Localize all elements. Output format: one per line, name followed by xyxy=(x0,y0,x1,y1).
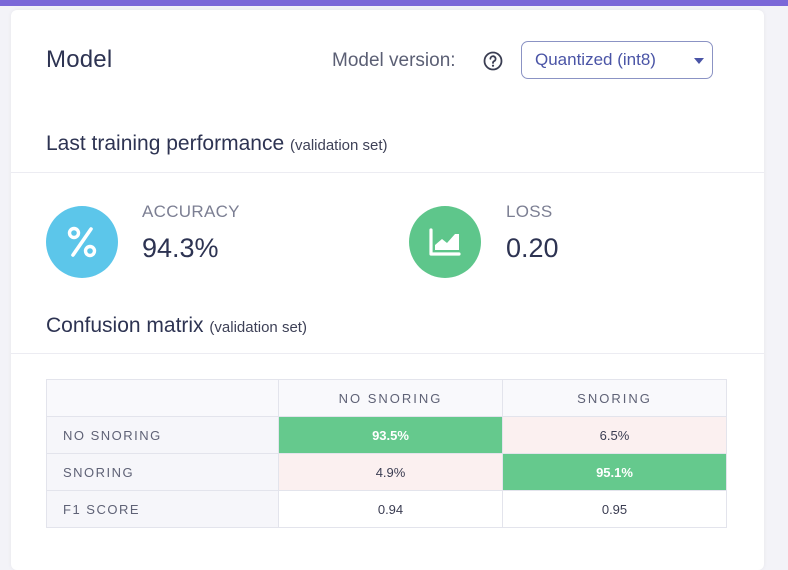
confusion-matrix-table: NO SNORING SNORING NO SNORING 93.5% 6.5%… xyxy=(45,379,727,528)
model-version-value: Quantized (int8) xyxy=(535,50,656,69)
matrix-cell: 95.1% xyxy=(502,453,727,491)
matrix-cell: 4.9% xyxy=(278,453,503,491)
f1-score-cell: 0.94 xyxy=(278,490,503,528)
divider xyxy=(11,172,764,173)
confusion-subtitle: (validation set) xyxy=(209,319,307,336)
confusion-title-text: Confusion matrix xyxy=(46,314,204,337)
chart-trend-icon xyxy=(429,228,461,256)
f1-score-cell: 0.95 xyxy=(502,490,727,528)
table-row: F1 SCORE 0.94 0.95 xyxy=(45,490,727,528)
model-card: Model Model version: Quantized (int8) La… xyxy=(11,10,764,570)
performance-section-title: Last training performance (validation se… xyxy=(46,132,388,156)
matrix-cell: 93.5% xyxy=(278,416,503,454)
table-header-row: NO SNORING SNORING xyxy=(45,379,727,417)
column-header: SNORING xyxy=(502,379,727,417)
performance-subtitle: (validation set) xyxy=(289,137,388,154)
top-accent-bar xyxy=(0,0,788,6)
accuracy-badge xyxy=(46,206,118,278)
row-header: F1 SCORE xyxy=(45,490,280,528)
matrix-cell: 6.5% xyxy=(502,416,727,454)
table-row: NO SNORING 93.5% 6.5% xyxy=(45,416,727,454)
accuracy-value: 94.3% xyxy=(142,233,219,263)
divider xyxy=(11,353,764,354)
table-corner-cell xyxy=(45,379,280,417)
performance-title-text: Last training performance xyxy=(46,132,285,155)
percent-icon xyxy=(67,226,97,258)
row-header: SNORING xyxy=(45,453,280,491)
column-header: NO SNORING xyxy=(278,379,503,417)
help-icon[interactable] xyxy=(482,50,504,72)
loss-label: LOSS xyxy=(506,202,553,221)
card-title: Model xyxy=(46,46,113,73)
model-version-select[interactable]: Quantized (int8) xyxy=(521,41,713,79)
loss-badge xyxy=(409,206,481,278)
accuracy-label: ACCURACY xyxy=(142,202,240,221)
row-header: NO SNORING xyxy=(45,416,280,454)
chevron-down-icon xyxy=(694,58,704,64)
loss-value: 0.20 xyxy=(506,233,559,263)
table-row: SNORING 4.9% 95.1% xyxy=(45,453,727,491)
model-version-label: Model version: xyxy=(332,50,456,71)
confusion-section-title: Confusion matrix (validation set) xyxy=(46,314,307,338)
